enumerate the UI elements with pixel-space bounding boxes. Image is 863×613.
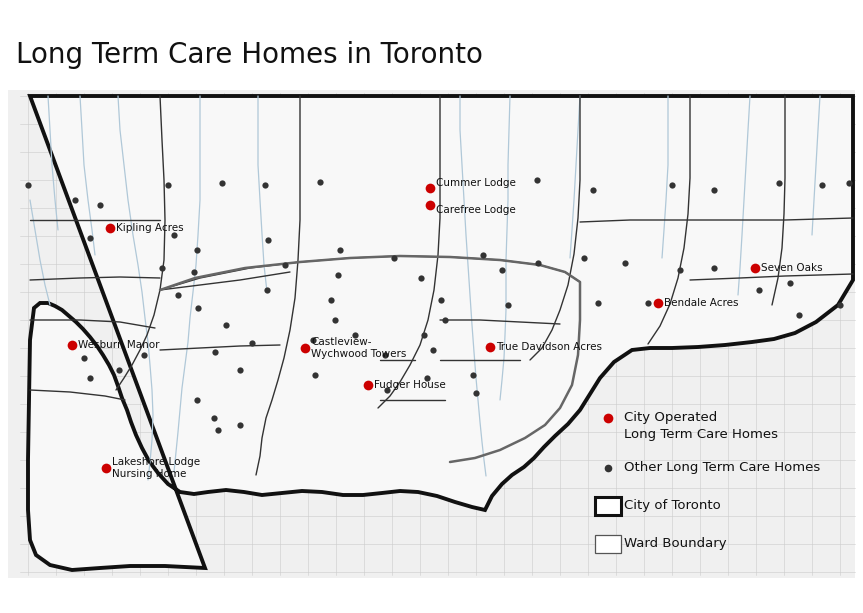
Text: Wesburn Manor: Wesburn Manor [78,340,160,350]
Text: City Operated: City Operated [624,411,717,424]
Text: Kipling Acres: Kipling Acres [116,223,184,233]
Text: Other Long Term Care Homes: Other Long Term Care Homes [624,462,820,474]
Text: Long Term Care Homes: Long Term Care Homes [624,428,778,441]
Text: Bendale Acres: Bendale Acres [664,298,739,308]
Bar [8,90,855,578]
Text: Castleview-
Wychwood Towers: Castleview- Wychwood Towers [311,337,406,359]
Bar [595,497,621,515]
Text: Lakeshore Lodge
Nursing Home: Lakeshore Lodge Nursing Home [112,457,200,479]
Bar [595,535,621,553]
Text: Long Term Care Homes in Toronto: Long Term Care Homes in Toronto [16,41,483,69]
Text: Fudger House: Fudger House [374,380,446,390]
Polygon shape [28,96,853,570]
Text: Cummer Lodge: Cummer Lodge [436,178,516,188]
Text: City of Toronto: City of Toronto [624,500,721,512]
Text: Carefree Lodge: Carefree Lodge [436,205,516,215]
Text: Ward Boundary: Ward Boundary [624,538,727,550]
Text: True Davidson Acres: True Davidson Acres [496,342,602,352]
Text: Seven Oaks: Seven Oaks [761,263,822,273]
